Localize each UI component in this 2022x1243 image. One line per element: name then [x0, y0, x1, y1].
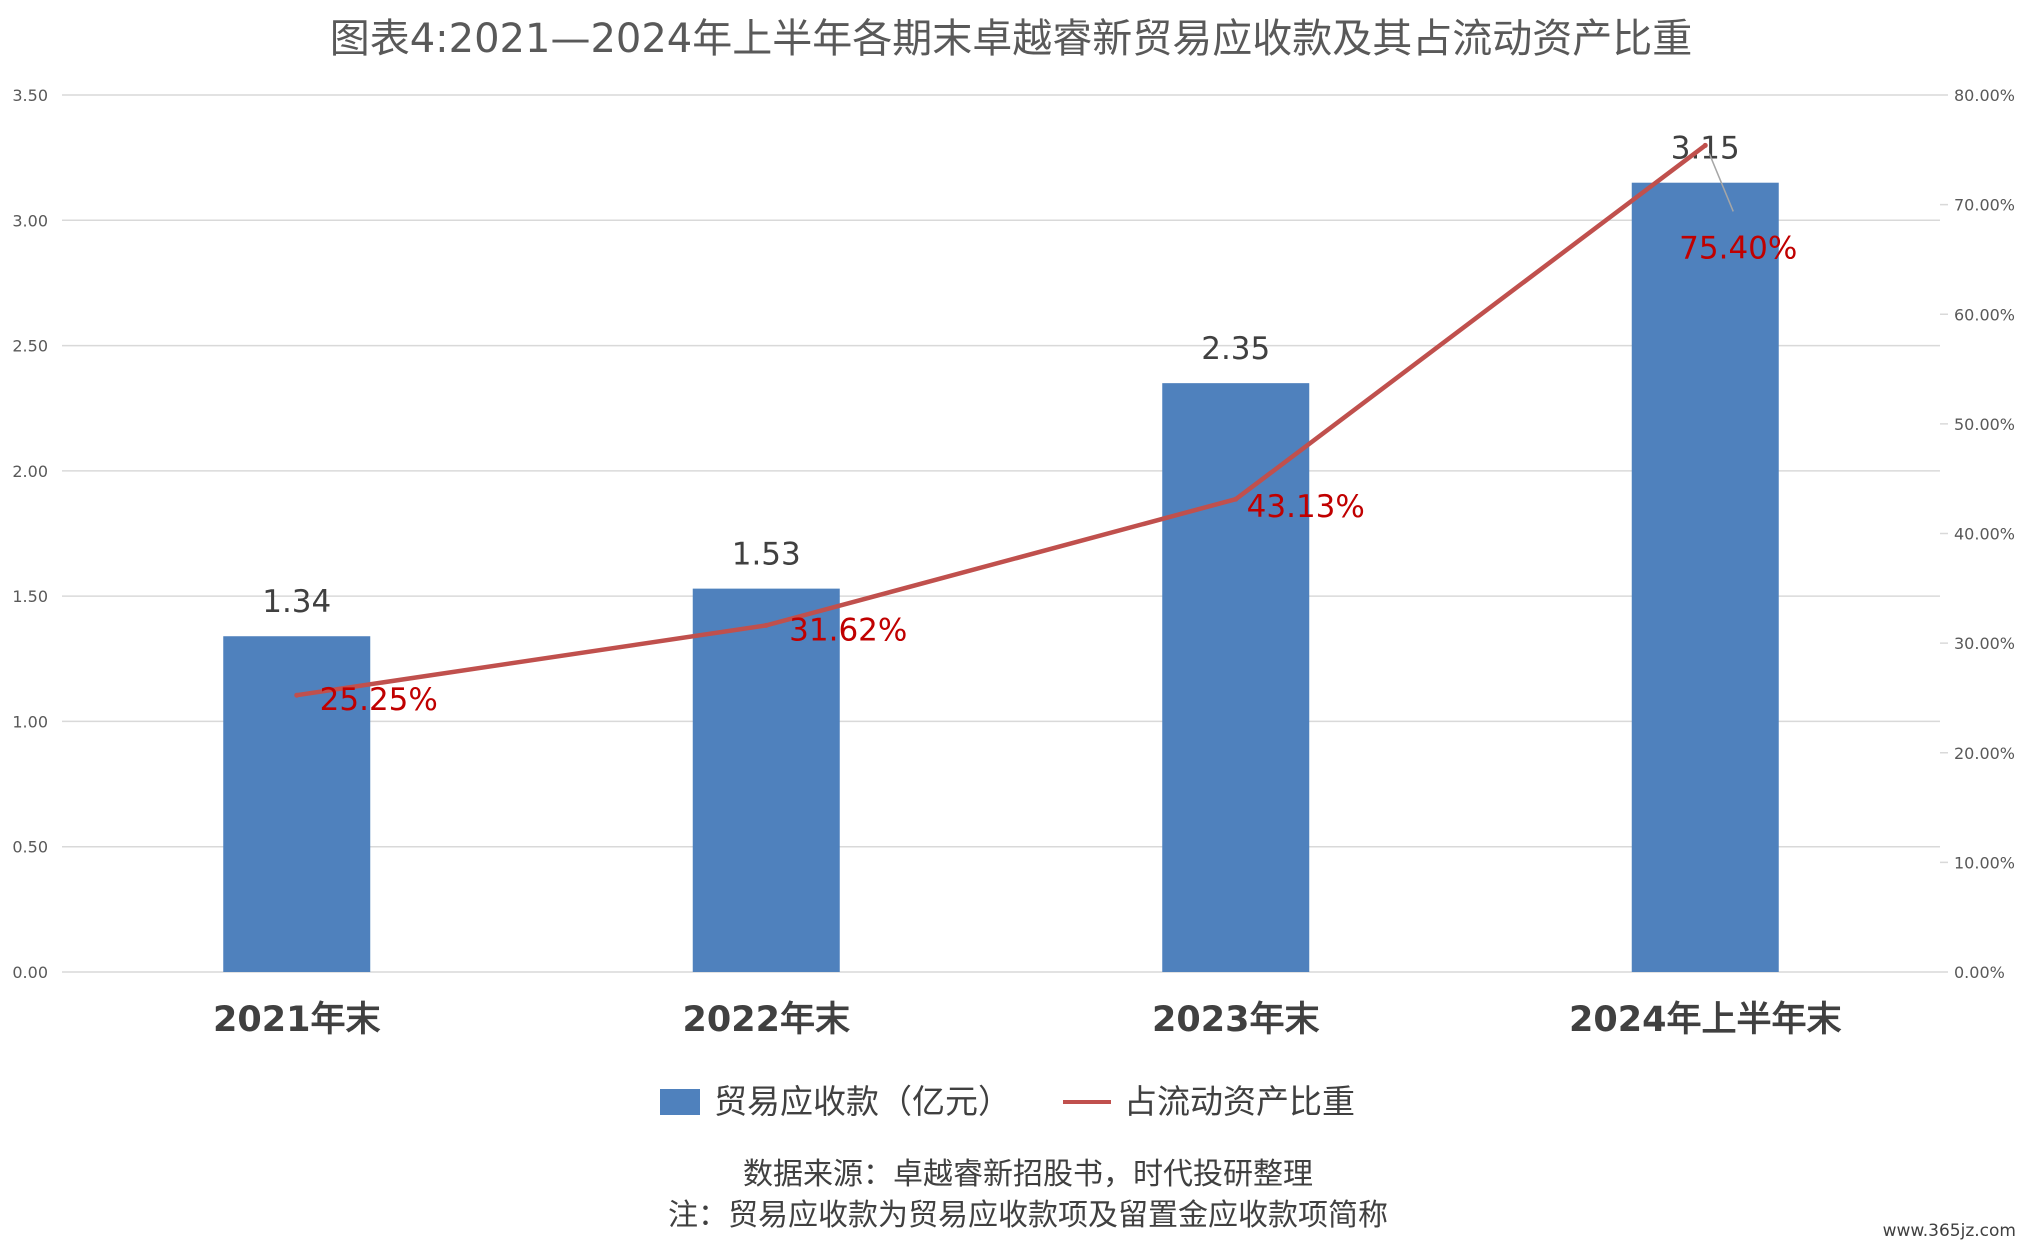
left-tick-label: 1.50	[12, 587, 48, 606]
legend-line-label: 占流动资产比重	[1124, 1082, 1355, 1121]
right-tick-label: 30.00%	[1954, 634, 2015, 653]
bar	[1631, 182, 1779, 972]
bar	[1162, 383, 1310, 973]
left-tick-label: 0.00	[12, 963, 48, 982]
line-point	[1702, 142, 1708, 148]
legend: 贸易应收款（亿元） 占流动资产比重	[660, 1082, 1355, 1121]
line-series	[294, 142, 1708, 698]
label-leader-line	[1708, 153, 1734, 212]
grid-lines	[62, 94, 1948, 973]
left-tick-label: 3.00	[12, 211, 48, 230]
line-point	[763, 622, 769, 628]
bar-series	[223, 182, 1779, 973]
line-value-label: 31.62%	[789, 612, 907, 648]
x-axis-labels: 2021年末 2022年末 2023年末 2024年上半年末	[213, 1000, 1841, 1040]
right-tick-label: 80.00%	[1954, 86, 2015, 105]
bar-value-label: 2.35	[1201, 331, 1270, 367]
right-tick-label: 60.00%	[1954, 305, 2015, 324]
ratio-line	[296, 143, 1707, 698]
x-tick-label: 2023年末	[1152, 1000, 1319, 1040]
right-tick-label: 40.00%	[1954, 525, 2015, 544]
x-tick-label: 2022年末	[683, 1000, 850, 1040]
line-value-label: 43.13%	[1247, 489, 1365, 525]
bar-value-label: 1.34	[262, 584, 331, 620]
x-tick-label: 2024年上半年末	[1569, 1000, 1841, 1040]
left-axis-ticks: 0.00 0.50 1.00 1.50 2.00 2.50 3.00 3.50	[12, 86, 48, 982]
right-tick-label: 10.00%	[1954, 853, 2015, 872]
left-tick-label: 1.00	[12, 712, 48, 731]
right-axis-ticks: 0.00% 10.00% 20.00% 30.00% 40.00% 50.00% 60.00…	[1954, 86, 2015, 982]
bar-value-label: 1.53	[732, 537, 801, 573]
watermark: www.365jz.com	[1883, 1221, 2016, 1241]
line-value-label: 25.25%	[320, 682, 438, 718]
note-text: 注：贸易应收款为贸易应收款项及留置金应收款项简称	[668, 1198, 1388, 1233]
right-tick-label: 0.00%	[1954, 963, 2005, 982]
right-tick-label: 50.00%	[1954, 415, 2015, 434]
legend-bar-swatch	[660, 1089, 700, 1115]
x-tick-label: 2021年末	[213, 1000, 380, 1040]
left-tick-label: 2.00	[12, 462, 48, 481]
chart-title: 图表4:2021—2024年上半年各期末卓越睿新贸易应收款及其占流动资产比重	[330, 16, 1693, 62]
legend-bar-label: 贸易应收款（亿元）	[714, 1082, 1011, 1121]
bar-data-labels: 1.341.532.353.15	[262, 131, 1740, 621]
source-text: 数据来源：卓越睿新招股书，时代投研整理	[743, 1157, 1313, 1192]
left-tick-label: 2.50	[12, 337, 48, 356]
bar	[223, 636, 371, 972]
line-value-label: 75.40%	[1679, 230, 1797, 266]
line-data-labels: 25.25% 31.62% 43.13% 75.40%	[320, 153, 1797, 718]
line-point	[1233, 496, 1239, 502]
bar	[692, 588, 840, 972]
right-tick-label: 20.00%	[1954, 744, 2015, 763]
left-tick-label: 3.50	[12, 86, 48, 105]
left-tick-label: 0.50	[12, 838, 48, 857]
right-tick-label: 70.00%	[1954, 196, 2015, 215]
line-point	[294, 692, 300, 698]
